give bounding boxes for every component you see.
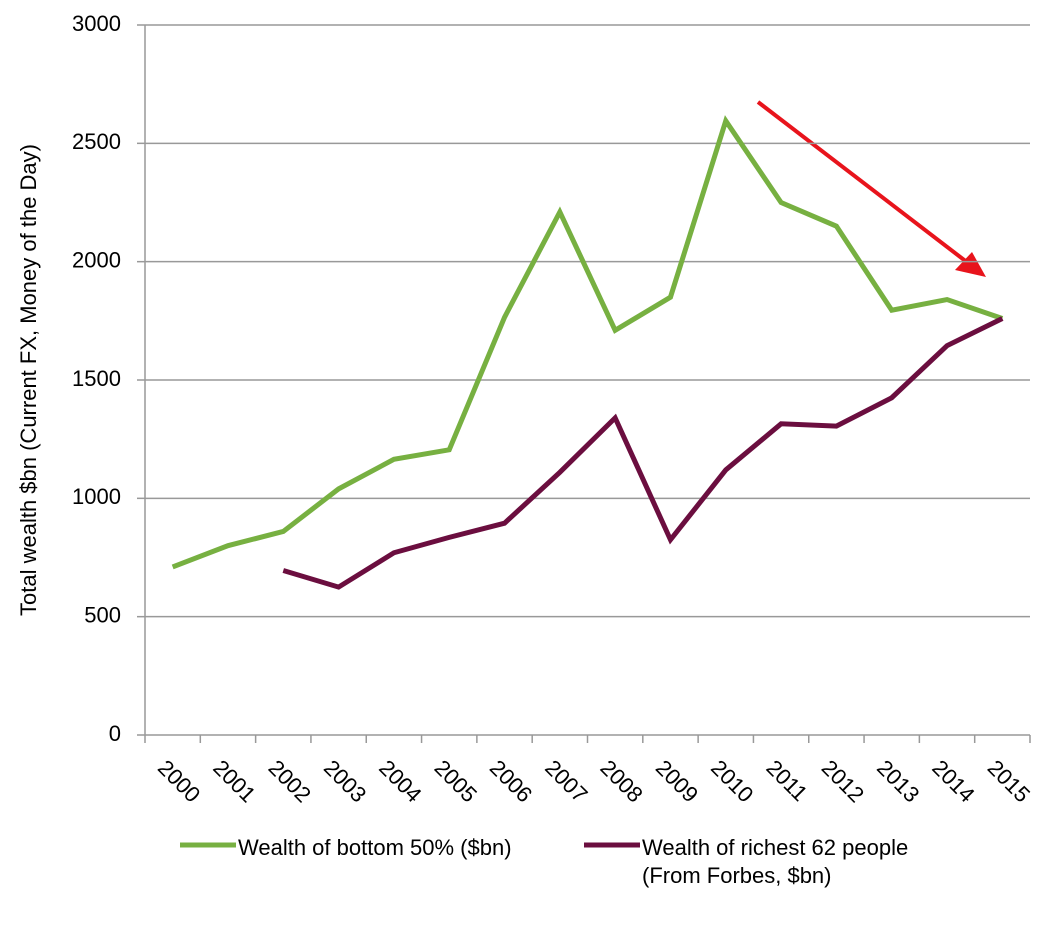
x-tick-label: 2013 (872, 755, 924, 807)
y-tick-label: 2000 (72, 247, 121, 272)
x-tick-label: 2011 (761, 755, 812, 806)
series-line (282, 316, 1004, 590)
x-tick-label: 2002 (264, 755, 316, 807)
x-tick-label: 2014 (927, 755, 979, 807)
x-tick-label: 2008 (596, 755, 648, 807)
trend-arrow (756, 100, 986, 277)
x-tick-label: 2012 (817, 755, 869, 807)
x-tick-label: 2003 (319, 755, 371, 807)
y-tick-label: 1000 (72, 484, 121, 509)
legend-label: Wealth of bottom 50% ($bn) (238, 835, 512, 860)
x-tick-label: 2007 (540, 755, 592, 807)
y-tick-label: 3000 (72, 11, 121, 36)
x-tick-label: 2004 (374, 755, 426, 807)
x-tick-label: 2001 (208, 755, 260, 807)
x-tick-label: 2010 (706, 755, 758, 807)
y-tick-label: 500 (84, 602, 121, 627)
x-tick-label: 2006 (485, 755, 537, 807)
x-tick-label: 2005 (430, 755, 482, 807)
arrow-head (955, 252, 986, 277)
x-tick-label: 2009 (651, 755, 703, 807)
series-line (171, 115, 1004, 570)
y-axis-label: Total wealth $bn (Current FX, Money of t… (16, 144, 41, 616)
arrow-shaft (756, 100, 974, 268)
y-tick-label: 2500 (72, 129, 121, 154)
x-tick-label: 2015 (983, 755, 1035, 807)
x-tick-label: 2000 (153, 755, 205, 807)
y-tick-label: 0 (109, 721, 121, 746)
y-tick-label: 1500 (72, 366, 121, 391)
legend-label: Wealth of richest 62 people (From Forbes… (642, 835, 909, 888)
